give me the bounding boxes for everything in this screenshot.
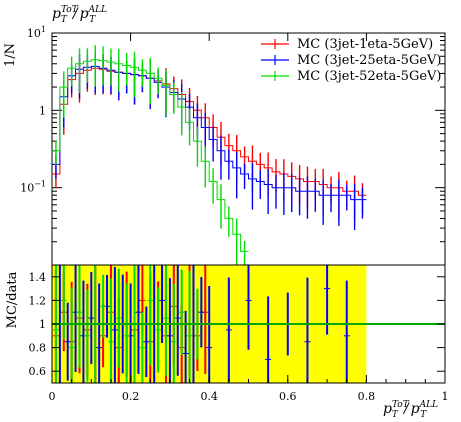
x-tick-label: 0.6 <box>279 390 297 403</box>
main-y-tick-label: 101 <box>27 25 46 40</box>
x-tick-label: 0 <box>49 390 56 403</box>
ratio-ticks: 0.6 0.8 1 1.2 1.4 0 0.2 0.4 0.6 0.8 1 <box>29 33 449 403</box>
main-y-tick-label: 1 <box>39 104 46 117</box>
legend-label: MC (3jet-52eta-5GeV) <box>297 69 442 84</box>
main-y-axis-label: 1/N <box>3 43 18 67</box>
main-plot-panel: 10−1 1 101 1/N <box>3 25 446 266</box>
ratio-y-tick-label: 0.8 <box>29 342 47 355</box>
main-series-group <box>52 45 367 265</box>
legend-label: MC (3jet-1eta-5GeV) <box>297 37 433 52</box>
legend: MC (3jet-1eta-5GeV)MC (3jet-25eta-5GeV)M… <box>261 37 442 84</box>
legend-label: MC (3jet-25eta-5GeV) <box>297 53 442 68</box>
main-y-tick-label: 10−1 <box>20 180 46 195</box>
ratio-y-axis-label: MC/data <box>5 271 20 328</box>
x-tick-label: 0.4 <box>200 390 218 403</box>
x-axis-label: pToT T / pALL T <box>383 400 438 420</box>
x-tick-label: 0.2 <box>122 390 140 403</box>
ratio-plot-panel: 0.6 0.8 1 1.2 1.4 0 0.2 0.4 0.6 0.8 1 MC/data pToT… <box>5 33 449 420</box>
ratio-y-tick-label: 1 <box>39 318 46 331</box>
top-variable-label: pToT T / pALL T <box>52 5 107 25</box>
ratio-y-tick-label: 0.6 <box>29 365 47 378</box>
series-line-MC (3jet-25eta-5GeV) <box>52 65 367 201</box>
ratio-y-tick-label: 1.4 <box>29 271 47 284</box>
x-tick-label: 1 <box>442 390 449 403</box>
ratio-y-tick-label: 1.2 <box>29 294 47 307</box>
x-tick-label: 0.8 <box>358 390 376 403</box>
main-y-ticks: 10−1 1 101 <box>20 25 445 243</box>
